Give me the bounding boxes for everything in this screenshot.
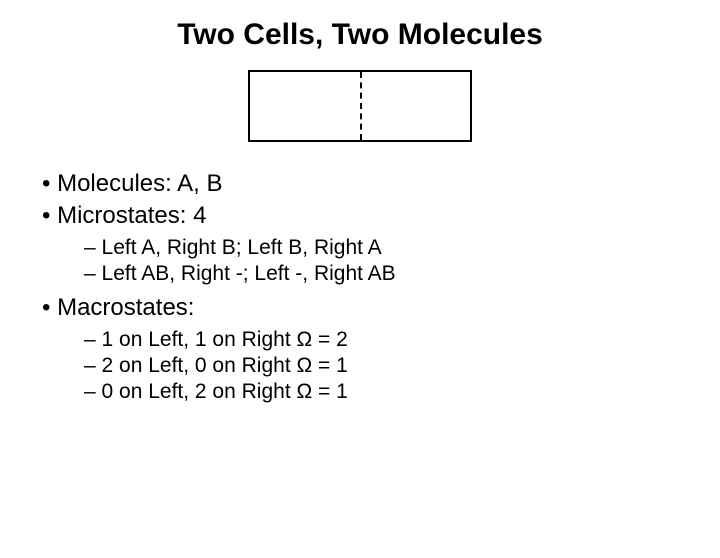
macrostate-item: 0 on Left, 2 on Right Ω = 1: [84, 380, 720, 404]
page-title: Two Cells, Two Molecules: [0, 18, 720, 52]
bullet-microstates: Microstates: 4: [42, 202, 720, 230]
cell-divider: [360, 72, 362, 140]
microstate-item: Left A, Right B; Left B, Right A: [84, 236, 720, 260]
microstate-item: Left AB, Right -; Left -, Right AB: [84, 262, 720, 286]
cell-diagram-wrap: [0, 70, 720, 142]
bullet-molecules: Molecules: A, B: [42, 170, 720, 198]
macrostate-sublist: 1 on Left, 1 on Right Ω = 2 2 on Left, 0…: [84, 328, 720, 404]
microstate-sublist: Left A, Right B; Left B, Right A Left AB…: [84, 236, 720, 286]
macrostate-item: 2 on Left, 0 on Right Ω = 1: [84, 354, 720, 378]
bullet-list: Molecules: A, B Microstates: 4 Left A, R…: [42, 170, 720, 404]
macrostate-item: 1 on Left, 1 on Right Ω = 2: [84, 328, 720, 352]
bullet-macrostates: Macrostates:: [42, 294, 720, 322]
two-cell-box: [248, 70, 472, 142]
